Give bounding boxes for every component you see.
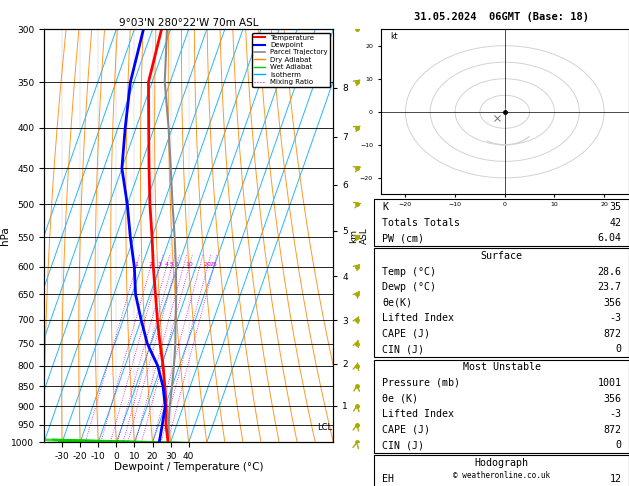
Text: Totals Totals: Totals Totals [382, 218, 460, 227]
Text: 3: 3 [158, 262, 162, 267]
Text: 4: 4 [164, 262, 169, 267]
Text: Dewp (°C): Dewp (°C) [382, 282, 436, 292]
Text: LCL: LCL [318, 423, 333, 432]
Text: 872: 872 [603, 329, 621, 339]
Text: 25: 25 [209, 262, 218, 267]
Text: 23.7: 23.7 [598, 282, 621, 292]
Text: 35: 35 [610, 202, 621, 212]
Text: 6.04: 6.04 [598, 233, 621, 243]
Text: Temp (°C): Temp (°C) [382, 267, 436, 277]
Text: 12: 12 [610, 474, 621, 484]
Text: © weatheronline.co.uk: © weatheronline.co.uk [453, 471, 550, 480]
Text: 5: 5 [170, 262, 174, 267]
Bar [374, 360, 629, 453]
Text: Lifted Index: Lifted Index [382, 313, 454, 323]
Text: -3: -3 [610, 409, 621, 419]
Text: 42: 42 [610, 218, 621, 227]
Y-axis label: km
ASL: km ASL [350, 227, 369, 244]
Text: 1001: 1001 [598, 378, 621, 388]
Text: 356: 356 [603, 298, 621, 308]
Text: 28.6: 28.6 [598, 267, 621, 277]
Text: CAPE (J): CAPE (J) [382, 329, 430, 339]
Text: 31.05.2024  06GMT (Base: 18): 31.05.2024 06GMT (Base: 18) [414, 12, 589, 22]
Text: Hodograph: Hodograph [475, 458, 528, 468]
Text: kt: kt [391, 32, 398, 41]
Y-axis label: hPa: hPa [0, 226, 10, 245]
Text: K: K [382, 202, 388, 212]
Bar [374, 455, 629, 486]
Title: 9°03'N 280°22'W 70m ASL: 9°03'N 280°22'W 70m ASL [119, 18, 259, 28]
Text: 1: 1 [134, 262, 138, 267]
Bar [374, 199, 629, 246]
Text: PW (cm): PW (cm) [382, 233, 424, 243]
Text: 356: 356 [603, 394, 621, 403]
Text: CIN (J): CIN (J) [382, 345, 424, 354]
Text: -3: -3 [610, 313, 621, 323]
Text: θe(K): θe(K) [382, 298, 412, 308]
Text: 20: 20 [204, 262, 211, 267]
Text: 6: 6 [174, 262, 178, 267]
Text: CIN (J): CIN (J) [382, 440, 424, 450]
Text: 872: 872 [603, 425, 621, 434]
Text: 0: 0 [615, 440, 621, 450]
Legend: Temperature, Dewpoint, Parcel Trajectory, Dry Adiabat, Wet Adiabat, Isotherm, Mi: Temperature, Dewpoint, Parcel Trajectory… [252, 33, 330, 87]
X-axis label: Dewpoint / Temperature (°C): Dewpoint / Temperature (°C) [114, 462, 264, 472]
Text: 2: 2 [148, 262, 153, 267]
Text: CAPE (J): CAPE (J) [382, 425, 430, 434]
Bar [374, 248, 629, 357]
Text: EH: EH [382, 474, 394, 484]
Text: Lifted Index: Lifted Index [382, 409, 454, 419]
Text: Surface: Surface [481, 251, 523, 261]
Text: 10: 10 [185, 262, 193, 267]
Text: Pressure (mb): Pressure (mb) [382, 378, 460, 388]
Text: Most Unstable: Most Unstable [462, 363, 541, 372]
Text: 0: 0 [615, 345, 621, 354]
Text: θe (K): θe (K) [382, 394, 418, 403]
